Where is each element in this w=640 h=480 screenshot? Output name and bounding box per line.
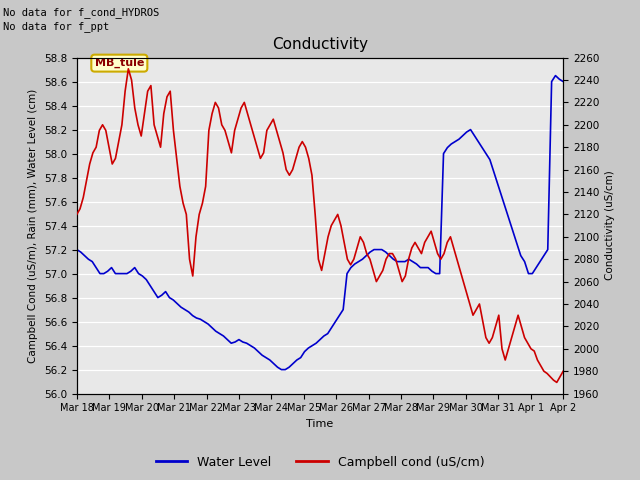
Legend: Water Level, Campbell cond (uS/cm): Water Level, Campbell cond (uS/cm) [151, 451, 489, 474]
X-axis label: Time: Time [307, 419, 333, 429]
Y-axis label: Campbell Cond (uS/m), Rain (mm), Water Level (cm): Campbell Cond (uS/m), Rain (mm), Water L… [28, 88, 38, 363]
Title: Conductivity: Conductivity [272, 37, 368, 52]
Text: MB_tule: MB_tule [95, 58, 144, 68]
Y-axis label: Conductivity (uS/cm): Conductivity (uS/cm) [605, 171, 615, 280]
Text: No data for f_cond_HYDROS
No data for f_ppt: No data for f_cond_HYDROS No data for f_… [3, 7, 159, 32]
